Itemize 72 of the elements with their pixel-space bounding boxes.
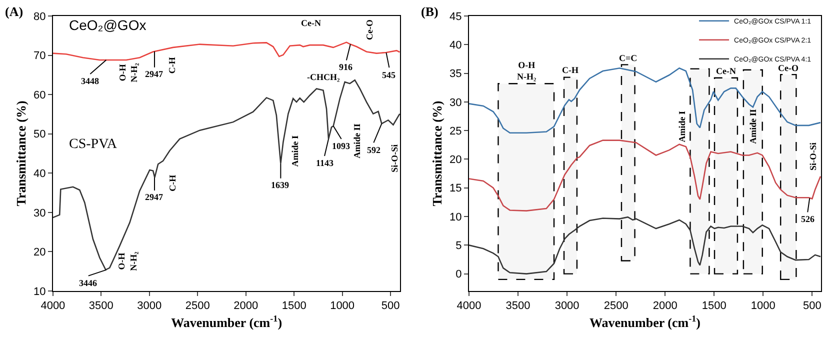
annotation: Si-O-Si	[390, 144, 400, 172]
x-tick-label: 3500	[88, 300, 114, 312]
annotation: 3448	[81, 76, 100, 86]
band-label: Ce-N	[716, 66, 736, 76]
y-tick-label: 25	[450, 125, 462, 138]
x-tick-label: 1500	[702, 300, 726, 312]
band-label: C=C	[619, 53, 638, 63]
annotation: Ce-O	[364, 20, 375, 40]
text: CS-PVA	[69, 137, 118, 152]
x-tick-label: 1500	[282, 300, 306, 312]
annotation: C-H	[167, 174, 178, 192]
annotation: 2947	[145, 69, 164, 79]
x-tick-label: 500	[381, 300, 400, 312]
y-tick-label: 15	[450, 182, 462, 195]
y-tick-label: 35	[450, 68, 462, 80]
x-tick-label: 4000	[456, 300, 482, 312]
y-tick-label: 10	[33, 286, 46, 298]
annotation: C-H	[167, 57, 178, 74]
x-tick-label: 3000	[554, 300, 580, 312]
x-tick-label: 1000	[330, 300, 355, 312]
x-tick-label: 4000	[40, 300, 66, 312]
annotation: Amide II	[352, 123, 362, 158]
y-tick-label: 40	[450, 40, 462, 52]
annotation: 526	[801, 214, 815, 224]
x-tick-label: 2000	[234, 300, 258, 312]
x-tick-label: 3500	[506, 300, 530, 312]
annotation: 1639	[271, 180, 290, 190]
y-tick-label: 50	[33, 128, 46, 141]
annotation: O-H N-H₂	[117, 62, 140, 82]
x-tick-label: 2000	[652, 300, 678, 312]
x-tick-label: 2500	[604, 300, 628, 312]
y-axis-title: Transmittance (%)	[13, 100, 28, 206]
annotation: Si-O-Si	[808, 142, 818, 171]
annotation: 545	[382, 70, 396, 80]
x-axis-title: Wavenumber (cm$^{-1}$)	[171, 313, 282, 330]
band-label: Amide I	[677, 110, 688, 142]
y-tick-label: 30	[33, 207, 46, 220]
y-tick-label: 30	[450, 96, 462, 109]
band-label: Amide II	[748, 108, 758, 144]
annotation: Ce-N	[301, 18, 322, 28]
line-series	[469, 216, 821, 274]
band-label: O-H N-H₂	[517, 60, 536, 82]
x-tick-label: 500	[802, 300, 822, 312]
y-axis-title: Transmittance (%)	[430, 100, 445, 206]
chart-title: (B)	[421, 4, 438, 19]
y-tick-label: 5	[456, 240, 462, 252]
annotation: O-H N-H₂	[116, 251, 138, 271]
series-label: CeO₂@GOx	[69, 17, 146, 33]
annotation: 1143	[316, 158, 334, 168]
y-tick-label: 0	[456, 268, 462, 281]
annotation: 2947	[145, 192, 164, 202]
x-axis-title: Wavenumber (cm$^{-1}$)	[590, 313, 700, 330]
y-tick-label: 80	[33, 10, 46, 23]
y-tick-label: 60	[33, 89, 46, 102]
x-tick-label: 1000	[750, 300, 776, 312]
band-label: Ce-O	[778, 63, 798, 73]
y-tick-label: 20	[33, 246, 46, 259]
annotation: 592	[367, 145, 381, 155]
x-tick-label: 2500	[185, 300, 210, 312]
annotation: 1093	[332, 141, 350, 151]
annotation: 916	[339, 62, 353, 72]
y-tick-label: 10	[450, 211, 462, 224]
y-tick-label: 40	[33, 168, 46, 180]
y-tick-label: 45	[450, 10, 462, 23]
band-label: C-H	[562, 65, 578, 75]
annotation: Amide I	[290, 134, 300, 167]
annotation: -CHCH₂	[307, 72, 340, 82]
y-tick-label: 70	[33, 50, 46, 62]
y-tick-label: 20	[450, 154, 462, 166]
x-tick-label: 3000	[137, 300, 162, 312]
annotation: 3446	[79, 278, 98, 288]
chart-title: (A)	[5, 4, 24, 19]
